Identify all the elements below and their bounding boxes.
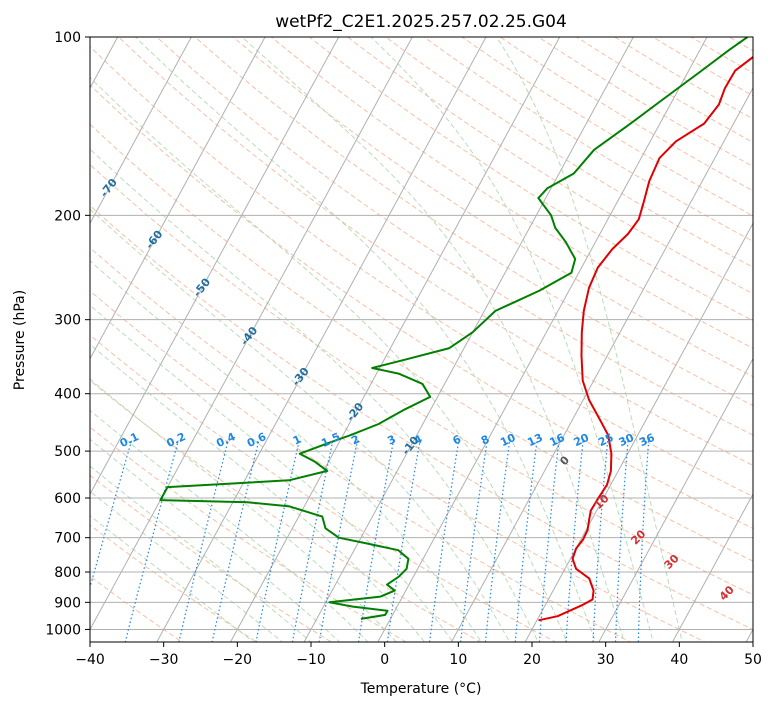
y-tick-label: 100: [54, 30, 81, 46]
x-tick-label: −30: [149, 652, 179, 668]
mixing-ratio-line: [90, 440, 133, 590]
dry-adiabat: [346, 37, 753, 295]
mixing-ratio-label: 20: [572, 431, 592, 449]
y-tick-label: 700: [54, 531, 81, 547]
mixing-ratio-label: 13: [525, 431, 544, 449]
background-lines: [90, 37, 753, 642]
isotherm-line: [156, 37, 487, 642]
y-axis-ticks: 100 200 300 400 500 600 700 800 900 1000: [45, 30, 90, 638]
x-tick-label: 0: [380, 652, 389, 668]
data-lines: [159, 37, 753, 622]
moist-adiabat: [90, 378, 397, 642]
x-tick-label: −40: [75, 652, 105, 668]
moist-adiabat: [90, 260, 482, 642]
dry-adiabat: [90, 84, 753, 529]
dry-adiabat: [90, 247, 706, 642]
y-tick-label: 300: [54, 313, 81, 329]
mixing-ratio-line: [318, 440, 359, 642]
plot-frame: [89, 36, 754, 643]
x-axis-ticks: −40 −30 −20 −10 0 10 20 30 40 50: [75, 642, 762, 668]
moist-adiabat: [90, 514, 255, 642]
x-axis-title: Temperature (°C): [360, 681, 482, 697]
y-tick-label: 1000: [45, 622, 81, 638]
dry-adiabat: [575, 37, 753, 144]
mixing-ratio-line: [124, 440, 179, 642]
plot-area: [90, 37, 753, 642]
isotherm-line: [377, 37, 708, 642]
mixing-ratio-label: 10: [498, 431, 518, 449]
dry-adiabat: [90, 334, 557, 642]
isotherm-line: [450, 86, 753, 642]
y-tick-label: 800: [54, 565, 81, 581]
mixing-ratio-line: [211, 440, 260, 642]
temperature-profile-line: [538, 55, 753, 622]
dry-adiabat: [537, 37, 753, 168]
dry-adiabat: [117, 37, 753, 467]
isotherm-line: [90, 37, 266, 360]
moist-adiabat: [90, 409, 369, 642]
dry-adiabat: [90, 524, 258, 642]
dry-adiabat: [90, 45, 753, 498]
isotherm-line: [598, 357, 753, 642]
y-tick-label: 200: [54, 208, 81, 224]
x-tick-label: 50: [744, 652, 762, 668]
dry-adiabat: [90, 204, 753, 631]
moist-adiabat: [135, 37, 597, 642]
isotherm-line: [671, 493, 753, 642]
dry-adiabat: [270, 37, 753, 349]
mixing-ratio-label: 25: [596, 431, 615, 449]
y-tick-label: 900: [54, 595, 81, 611]
y-tick-label: 500: [54, 444, 81, 460]
dewpoint-profile-line: [159, 37, 749, 620]
x-tick-label: −20: [223, 652, 253, 668]
x-tick-label: −10: [296, 652, 326, 668]
dry-adiabat: [499, 37, 753, 192]
mixing-ratio-label: 16: [548, 431, 568, 449]
x-tick-label: 40: [670, 652, 688, 668]
dry-adiabat: [308, 37, 753, 322]
x-tick-label: 20: [523, 652, 541, 668]
mixing-ratio-line: [291, 440, 334, 642]
isotherm-line: [303, 37, 634, 642]
dry-adiabat: [232, 37, 753, 378]
isotherm-line: [90, 37, 413, 631]
isotherm-line: [229, 37, 561, 642]
dry-adiabat: [90, 474, 333, 642]
dry-adiabat: [90, 123, 753, 562]
dry-adiabat: [461, 37, 753, 217]
x-tick-label: 10: [449, 652, 467, 668]
y-axis-title: Pressure (hPa): [12, 290, 28, 390]
dry-adiabat: [156, 37, 753, 436]
mixing-ratio-line: [386, 440, 421, 642]
mixing-ratio-label: 36: [637, 431, 657, 449]
isotherm-line: [90, 37, 340, 496]
y-tick-label: 400: [54, 387, 81, 403]
chart-title: wetPf2_C2E1.2025.257.02.25.G04: [275, 12, 567, 32]
dry-adiabat: [90, 426, 408, 642]
mixing-ratio-line: [255, 440, 300, 642]
mixing-ratio-line: [178, 440, 229, 642]
x-tick-label: 30: [597, 652, 615, 668]
isotherm-line: [90, 37, 192, 225]
y-tick-label: 600: [54, 491, 81, 507]
mixing-ratio-label: 30: [617, 431, 637, 449]
